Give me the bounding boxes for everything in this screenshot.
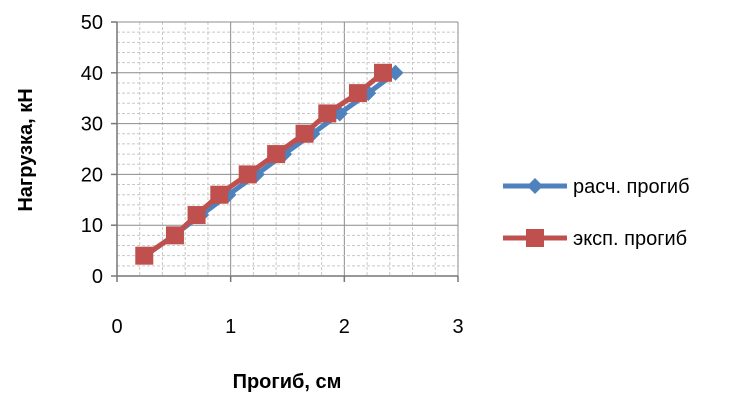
y-tick-label: 0 [92,266,103,288]
data-point-square [318,104,337,123]
data-point-square [267,145,286,164]
data-point-square [187,206,206,225]
data-point-square [526,229,544,247]
data-point-square [348,84,367,103]
axes [111,21,459,282]
data-point-square [135,246,154,265]
y-tick-label: 40 [81,63,103,85]
tick-labels: 0 10 20 30 40 50 0 1 2 3 [81,12,464,338]
data-point-diamond [527,178,543,194]
series-line [142,70,385,258]
x-tick-label: 2 [339,316,350,338]
series-exp-deflection [135,63,392,265]
y-tick-label: 20 [81,164,103,186]
data-point-square [165,226,184,245]
y-tick-label: 30 [81,114,103,136]
legend-item-exp: эксп. прогиб [503,228,687,250]
legend-label: расч. прогиб [573,176,690,198]
series [135,63,404,265]
y-tick-label: 50 [81,12,103,34]
data-point-square [373,63,392,82]
data-point-square [295,124,314,143]
x-tick-label: 0 [111,316,122,338]
y-axis-title: Нагрузка, кН [15,88,37,211]
data-point-square [210,185,229,204]
legend: расч. прогиб эксп. прогиб [503,176,690,250]
legend-item-calc: расч. прогиб [503,176,690,198]
x-tick-label: 3 [452,316,463,338]
legend-label: эксп. прогиб [573,228,687,250]
x-tick-label: 1 [225,316,236,338]
y-tick-label: 10 [81,215,103,237]
x-axis-title: Прогиб, см [233,371,342,393]
data-point-square [238,165,257,184]
